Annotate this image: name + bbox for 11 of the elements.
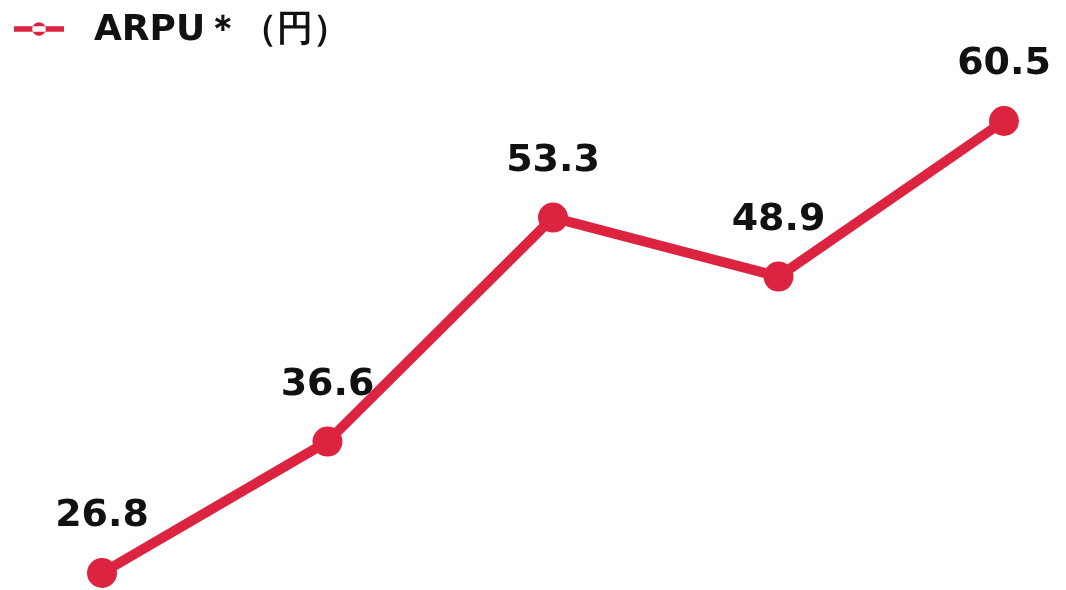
data-label: 26.8 bbox=[55, 491, 149, 535]
data-label: 48.9 bbox=[731, 194, 826, 239]
point bbox=[312, 426, 343, 457]
data-label: 60.5 bbox=[957, 39, 1051, 83]
point bbox=[538, 202, 568, 233]
point bbox=[87, 558, 117, 588]
point bbox=[763, 261, 794, 292]
data-label: 36.6 bbox=[280, 359, 375, 404]
point bbox=[989, 106, 1019, 136]
data-label: 53.3 bbox=[506, 135, 600, 180]
legend-label: ARPU＊（円） bbox=[94, 7, 350, 48]
